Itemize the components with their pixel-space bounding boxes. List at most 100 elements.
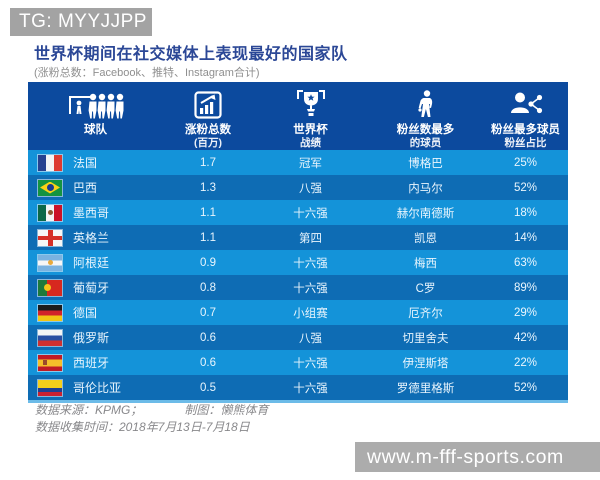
player-fan-share: 29% <box>513 306 538 319</box>
fan-gain-value: 0.5 <box>200 381 216 394</box>
player-fan-share: 18% <box>513 206 538 219</box>
column-header-label: 粉丝数最多 <box>396 124 455 136</box>
column-header-team: 球队 <box>28 82 163 150</box>
table-row-germany: 德国 0.7 小组赛 厄齐尔 29% <box>28 300 568 325</box>
fan-gain-value: 0.6 <box>200 356 216 369</box>
top-player-name: 厄齐尔 <box>408 307 443 320</box>
top-player-name: 凯恩 <box>414 232 437 245</box>
trophy-icon <box>294 89 328 121</box>
table-row-france: 法国 1.7 冠军 博格巴 25% <box>28 150 568 175</box>
world-cup-result: 十六强 <box>293 282 328 295</box>
world-cup-result: 八强 <box>299 182 322 195</box>
world-cup-result: 小组赛 <box>293 307 328 320</box>
table-row-mexico: 墨西哥 1.1 十六强 赫尔南德斯 18% <box>28 200 568 225</box>
column-header-sublabel: 战绩 <box>300 137 321 150</box>
site-watermark: www.m-fff-sports.com <box>355 442 600 472</box>
team-name: 西班牙 <box>73 356 110 370</box>
team-name: 巴西 <box>73 181 98 195</box>
table-header: 球队 涨粉总数 (百万) <box>28 82 568 150</box>
team-name: 葡萄牙 <box>73 281 110 295</box>
fan-gain-value: 1.1 <box>200 206 216 219</box>
team-name: 阿根廷 <box>73 256 110 270</box>
team-name: 德国 <box>73 306 98 320</box>
top-player-name: 梅西 <box>414 257 437 270</box>
column-header-fan-share: 粉丝最多球员 粉丝占比 <box>483 82 568 150</box>
table-body: 法国 1.7 冠军 博格巴 25% 巴西 1.3 八强 内马尔 52% 墨西哥 … <box>28 150 568 400</box>
fan-gain-value: 0.8 <box>200 281 216 294</box>
top-player-name: C罗 <box>415 282 436 295</box>
column-header-sublabel: 的球员 <box>409 137 442 150</box>
column-header-result: 世界杯 战绩 <box>253 82 368 150</box>
colombia-flag-icon <box>38 379 62 396</box>
fan-gain-value: 1.1 <box>200 231 216 244</box>
england-flag-icon <box>38 229 62 246</box>
table-row-england: 英格兰 1.1 第四 凯恩 14% <box>28 225 568 250</box>
germany-flag-icon <box>38 304 62 321</box>
player-fan-share: 63% <box>513 256 538 269</box>
fan-gain-value: 1.7 <box>200 156 216 169</box>
world-cup-result: 十六强 <box>293 357 328 370</box>
top-player-name: 伊涅斯塔 <box>402 357 449 370</box>
fan-gain-value: 1.3 <box>200 181 216 194</box>
world-cup-result: 冠军 <box>299 157 322 170</box>
bar-chart-icon <box>194 89 222 121</box>
player-fan-share: 52% <box>513 381 538 394</box>
top-player-name: 罗德里格斯 <box>396 382 455 395</box>
fan-gain-value: 0.7 <box>200 306 216 319</box>
top-player-name: 切里舍夫 <box>402 332 449 345</box>
russia-flag-icon <box>38 329 62 346</box>
world-cup-result: 第四 <box>299 232 322 245</box>
player-fan-share: 89% <box>513 281 538 294</box>
portugal-flag-icon <box>38 279 62 296</box>
collection-period: 数据收集时间：2018年7月13日-7月18日 <box>35 420 250 434</box>
fan-gain-value: 0.6 <box>200 331 216 344</box>
top-player-name: 博格巴 <box>408 157 443 170</box>
table-row-spain: 西班牙 0.6 十六强 伊涅斯塔 22% <box>28 350 568 375</box>
world-cup-result: 十六强 <box>293 257 328 270</box>
world-cup-result: 十六强 <box>293 382 328 395</box>
page-title: 世界杯期间在社交媒体上表现最好的国家队 <box>34 46 348 63</box>
team-name: 哥伦比亚 <box>73 381 122 395</box>
table-row-argentina: 阿根廷 0.9 十六强 梅西 63% <box>28 250 568 275</box>
france-flag-icon <box>38 154 62 171</box>
chart-maker: 制图：懒熊体育 <box>184 403 269 417</box>
column-header-label: 涨粉总数 <box>185 124 231 136</box>
player-fan-share: 22% <box>513 356 538 369</box>
footer-notes: 数据来源：KPMG； 制图：懒熊体育 数据收集时间：2018年7月13日-7月1… <box>35 402 268 436</box>
argentina-flag-icon <box>38 254 62 271</box>
player-fan-share: 42% <box>513 331 538 344</box>
column-header-sublabel: 粉丝占比 <box>504 137 547 150</box>
team-name: 法国 <box>73 156 98 170</box>
top-player-name: 赫尔南德斯 <box>396 207 455 220</box>
table-row-russia: 俄罗斯 0.6 八强 切里舍夫 42% <box>28 325 568 350</box>
column-header-label: 粉丝最多球员 <box>491 124 560 136</box>
player-fan-share: 25% <box>513 156 538 169</box>
team-name: 墨西哥 <box>73 206 110 220</box>
team-goal-icon <box>67 89 125 121</box>
fan-gain-value: 0.9 <box>200 256 216 269</box>
stats-table: 球队 涨粉总数 (百万) <box>28 82 568 403</box>
fan-share-icon <box>509 89 543 121</box>
mexico-flag-icon <box>38 204 62 221</box>
team-name: 英格兰 <box>73 231 110 245</box>
spain-flag-icon <box>38 354 62 371</box>
top-player-name: 内马尔 <box>408 182 443 195</box>
data-source: 数据来源：KPMG； <box>35 403 143 417</box>
table-row-brazil: 巴西 1.3 八强 内马尔 52% <box>28 175 568 200</box>
table-row-portugal: 葡萄牙 0.8 十六强 C罗 89% <box>28 275 568 300</box>
table-row-colombia: 哥伦比亚 0.5 十六强 罗德里格斯 52% <box>28 375 568 400</box>
player-icon <box>416 89 436 121</box>
world-cup-result: 八强 <box>299 332 322 345</box>
column-header-label: 世界杯 <box>293 124 328 136</box>
world-cup-result: 十六强 <box>293 207 328 220</box>
column-header-label: 球队 <box>84 124 107 136</box>
player-fan-share: 14% <box>513 231 538 244</box>
telegram-badge: TG: MYYJJPP <box>10 8 152 36</box>
brazil-flag-icon <box>38 179 62 196</box>
team-name: 俄罗斯 <box>73 331 110 345</box>
column-header-fan-gain: 涨粉总数 (百万) <box>163 82 253 150</box>
page-subtitle: (涨粉总数：Facebook、推特、Instagram合计) <box>34 67 260 79</box>
player-fan-share: 52% <box>513 181 538 194</box>
column-header-top-player: 粉丝数最多 的球员 <box>368 82 483 150</box>
